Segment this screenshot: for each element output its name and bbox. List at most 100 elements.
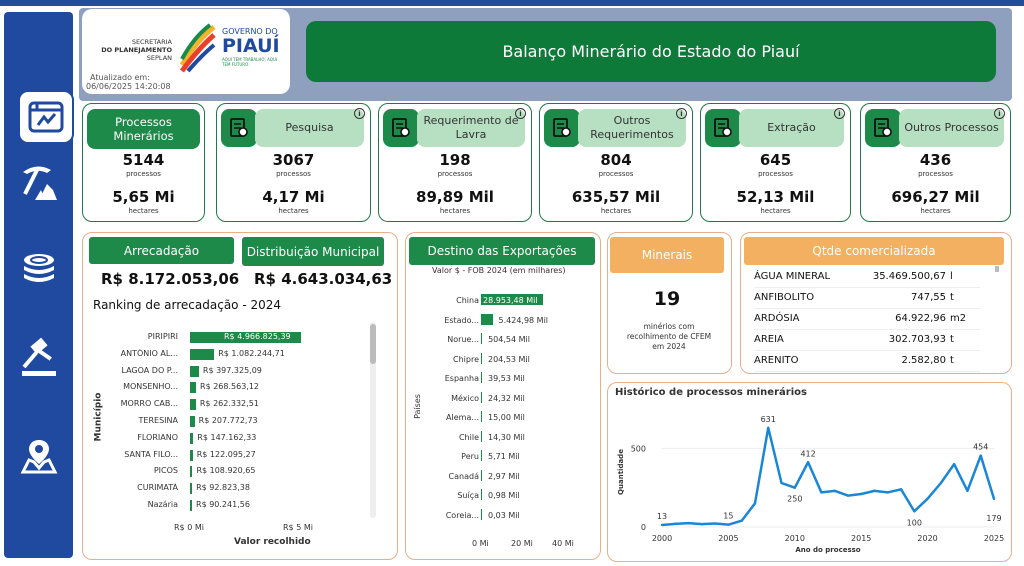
ranking-chart: PIRIPIRI R$ 4.966.825,39 ANTÔNIO AL... R$ 1…: [84, 329, 374, 519]
table-cell-value: 302.703,93: [888, 334, 946, 345]
info-icon[interactable]: i: [354, 108, 365, 119]
kpi-card-2[interactable]: Requerimento de Lavra i 198 processos 89,89 …: [378, 103, 532, 222]
export-bar[interactable]: [481, 469, 482, 481]
ranking-bar: [190, 483, 193, 495]
export-value: 14,30 Mil: [488, 432, 525, 442]
ranking-row-name: SANTA FILO...: [124, 449, 178, 459]
kpi-card-3[interactable]: Outros Requerimentos i 804 processos 635,57 …: [539, 103, 693, 222]
export-bar[interactable]: [481, 313, 493, 325]
info-icon[interactable]: i: [676, 108, 687, 119]
export-bar[interactable]: [481, 352, 482, 364]
ranking-value: R$ 108.920,65: [196, 466, 256, 476]
ranking-row[interactable]: LAGOA DO P... R$ 397.325,09: [84, 363, 384, 379]
ranking-row[interactable]: TERESINA R$ 207.772,73: [84, 413, 384, 429]
export-bar[interactable]: [481, 294, 543, 305]
nav-mining[interactable]: [4, 152, 73, 212]
export-value: 0,98 Mil: [488, 491, 520, 500]
export-bar[interactable]: [481, 391, 482, 403]
export-value: 504,54 Mil: [488, 335, 530, 344]
kpi-card-5[interactable]: Outros Processos i 436 processos 696,27 Mil h…: [860, 103, 1011, 222]
ranking-row-name: MORRO CAB...: [120, 399, 178, 409]
export-bar[interactable]: [481, 372, 482, 383]
ranking-row[interactable]: PICOS R$ 108.920,65: [84, 463, 384, 479]
table-row[interactable]: AREIA 302.703,93 t: [754, 330, 980, 351]
ranking-value: R$ 262.332,51: [199, 399, 259, 409]
nav-finance[interactable]: [4, 240, 73, 300]
ranking-row-name: Nazária: [147, 500, 178, 509]
kpi-area-unit: hectares: [600, 207, 632, 215]
data-point: [740, 519, 743, 522]
export-country: Estado...: [444, 315, 479, 325]
export-country: Coreia...: [445, 510, 479, 520]
table-row[interactable]: ARENITO 2.582,80 t: [754, 351, 980, 372]
export-bar[interactable]: [481, 333, 483, 344]
ranking-bar: [190, 399, 196, 411]
ranking-row-name: FLORIANO: [137, 432, 178, 442]
minerais-desc: minérios com recolhimento de CFEM em 202…: [626, 322, 712, 351]
nav-map[interactable]: [4, 426, 73, 486]
table-cell-name: AREIA: [754, 334, 784, 345]
kpi-count: 198: [439, 151, 471, 169]
nav-legal[interactable]: [4, 328, 73, 388]
exports-xtick-0: 0 Mi: [472, 539, 489, 548]
document-edit-icon: [544, 109, 580, 147]
ranking-row[interactable]: ANTÔNIO AL... R$ 1.082.244,71: [84, 346, 384, 362]
x-tick-label: 2005: [718, 534, 738, 543]
data-label: 179: [986, 514, 1001, 523]
ranking-xlabel: Valor recolhido: [234, 537, 311, 547]
export-bar[interactable]: [481, 450, 482, 461]
data-label: 412: [800, 449, 815, 458]
info-icon[interactable]: i: [515, 108, 526, 119]
export-value: 5.424,98 Mil: [498, 315, 549, 325]
kpi-count: 804: [600, 151, 632, 169]
ranking-row[interactable]: MONSENHO... R$ 268.563,12: [84, 379, 384, 395]
kpi-count: 3067: [272, 151, 315, 169]
piaui-flag-logo: [179, 23, 216, 73]
nav-dashboard[interactable]: [18, 90, 74, 144]
data-point: [899, 488, 903, 491]
ranking-bar: [190, 416, 195, 427]
info-icon[interactable]: i: [834, 108, 845, 119]
table-row[interactable]: ARDÓSIA 64.922,96 m2: [754, 309, 980, 330]
ranking-row[interactable]: MORRO CAB... R$ 262.332,51: [84, 396, 384, 412]
comercializada-scrollbar[interactable]: [995, 266, 999, 272]
kpi-area: 89,89 Mil: [416, 188, 494, 206]
ranking-row[interactable]: PIRIPIRI R$ 4.966.825,39: [84, 329, 384, 345]
x-tick-label: 2015: [851, 534, 871, 543]
ranking-row[interactable]: FLORIANO R$ 147.162,33: [84, 430, 384, 446]
exportacoes-title: Destino das Exportações: [409, 237, 595, 265]
kpi-area: 635,57 Mil: [571, 188, 661, 206]
export-country: Canadá: [448, 471, 479, 481]
ranking-bar: [190, 500, 193, 511]
updated-label: Atualizado em:: [90, 73, 150, 82]
logo-planejamento: DO PLANEJAMENTO: [101, 46, 172, 54]
kpi-card-label: Pesquisa: [255, 109, 364, 147]
export-bar[interactable]: [481, 411, 482, 422]
table-cell-name: ÁGUA MINERAL: [754, 271, 831, 282]
table-cell-name: ANFIBOLITO: [754, 292, 815, 303]
ranking-row[interactable]: SANTA FILO... R$ 122.095,27: [84, 447, 384, 463]
kpi-card-4[interactable]: Extração i 645 processos 52,13 Mil hectares: [700, 103, 851, 222]
table-cell-value: 747,55: [911, 292, 946, 303]
ranking-scrollbar[interactable]: [370, 322, 376, 518]
exports-xtick-2: 40 Mi: [552, 539, 574, 548]
distribuicao-label: Distribuição Municipal: [242, 237, 384, 266]
ranking-row[interactable]: Nazária R$ 90.241,56: [84, 497, 384, 513]
export-bar[interactable]: [481, 489, 482, 500]
ranking-value: R$ 207.772,73: [198, 416, 258, 425]
info-icon[interactable]: i: [994, 108, 1005, 119]
ranking-scroll-thumb[interactable]: [370, 324, 376, 364]
kpi-card-1[interactable]: Pesquisa i 3067 processos 4,17 Mi hectares: [216, 103, 371, 222]
ranking-row[interactable]: CURIMATÁ R$ 92.823,38: [84, 480, 384, 496]
export-bar[interactable]: [481, 430, 482, 442]
y-axis-label: Quantidade: [617, 449, 625, 495]
research-icon: [221, 109, 257, 147]
data-label: 15: [723, 512, 733, 521]
kpi-card-0[interactable]: Processos Minerários 5144 processos 5,65 Mi…: [82, 103, 205, 222]
export-value: 39,53 Mil: [488, 374, 525, 383]
table-cell-name: ARENITO: [754, 355, 799, 366]
table-row[interactable]: ÁGUA MINERAL 35.469.500,67 l: [754, 267, 980, 288]
table-row[interactable]: ANFIBOLITO 747,55 t: [754, 288, 980, 309]
export-bar[interactable]: [481, 508, 482, 520]
exportacoes-subtitle: Valor $ - FOB 2024 (em milhares): [432, 266, 566, 275]
